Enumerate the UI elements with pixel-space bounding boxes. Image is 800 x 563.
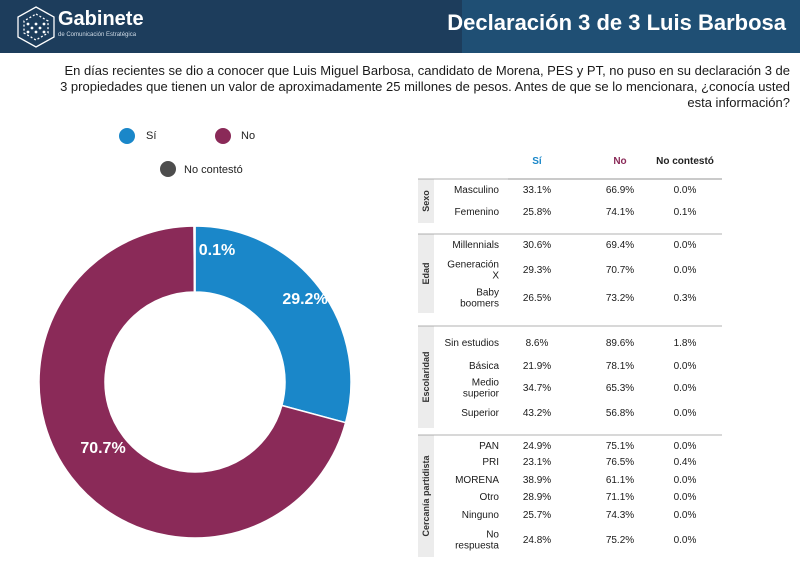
table-cell: 24.8% (523, 535, 551, 546)
table-cell: 0.4% (674, 457, 697, 468)
donut-slice-1 (194, 225, 352, 424)
table-row-label: Femenino (455, 207, 500, 218)
group-band (418, 435, 434, 557)
table-row-label: Básica (469, 361, 499, 372)
table-cell: 73.2% (606, 293, 634, 304)
table-row-label: PAN (479, 441, 499, 452)
legend-no-label: No (241, 130, 256, 142)
table-row-label: Medio (472, 378, 500, 389)
table-cell: 0.0% (674, 383, 697, 394)
logo-subtitle: de Comunicación Estratégica (58, 32, 137, 38)
table-cell: 0.0% (674, 240, 697, 251)
table-cell: 75.1% (606, 441, 634, 452)
donut-slice-3 (193, 225, 196, 293)
table-cell: 23.1% (523, 457, 551, 468)
page-title: Declaración 3 de 3 Luis Barbosa (447, 10, 786, 35)
table-cell: 76.5% (606, 457, 634, 468)
table-cell: 25.8% (523, 207, 551, 218)
table-cell: 0.0% (674, 441, 697, 452)
group-label: Cercanía partidista (421, 454, 431, 536)
table-cell: 0.0% (674, 492, 697, 503)
table-header-3: No contestó (656, 156, 714, 167)
table-cell: 70.7% (606, 265, 634, 276)
table-row-label: Generación (447, 260, 499, 271)
table-cell: 61.1% (606, 475, 634, 486)
donut-slice-2 (38, 225, 347, 539)
table-row-label: Masculino (454, 185, 499, 196)
crosstab-table: Sí No No contestó Sexo Masculino 33.1% 66.9% 0.… (418, 156, 722, 557)
table-cell: 0.0% (674, 408, 697, 419)
logo-name: Gabinete (58, 8, 144, 30)
table-cell: 74.3% (606, 510, 634, 521)
table-row-label: respuesta (455, 541, 499, 552)
table-cell: 56.8% (606, 408, 634, 419)
group-band (418, 234, 434, 313)
group-label: Edad (421, 262, 431, 284)
survey-question: En días recientes se dio a conocer que L… (60, 63, 790, 110)
table-row-label: Millennials (452, 240, 499, 251)
header-bar: Gabinete de Comunicación Estratégica Dec… (0, 0, 800, 53)
table-row-label: No (486, 530, 499, 541)
group-band (418, 326, 434, 428)
table-cell: 43.2% (523, 408, 551, 419)
donut-label-1: 29.2% (282, 291, 327, 308)
table-header-1: Sí (532, 156, 543, 167)
table-row-label: Sin estudios (445, 338, 499, 349)
table-cell: 21.9% (523, 361, 551, 372)
table-cell: 34.7% (523, 383, 551, 394)
table-row-label: Otro (480, 492, 500, 503)
table-cell: 78.1% (606, 361, 634, 372)
table-cell: 29.3% (523, 265, 551, 276)
table-cell: 33.1% (523, 185, 551, 196)
group-label: Escolaridad (421, 351, 431, 402)
table-row-label: MORENA (455, 475, 499, 486)
legend-no-swatch (215, 128, 231, 144)
table-header-2: No (613, 156, 626, 167)
table-cell: 24.9% (523, 441, 551, 452)
table-cell: 65.3% (606, 383, 634, 394)
table-cell: 26.5% (523, 293, 551, 304)
donut-chart: 29.2% 70.7% 0.1% (38, 225, 352, 539)
legend-nocontesto-label: No contestó (184, 164, 243, 176)
table-cell: 69.4% (606, 240, 634, 251)
group-label: Sexo (421, 190, 431, 212)
gabinete-logo-icon (17, 6, 55, 48)
table-cell: 0.0% (674, 475, 697, 486)
table-cell: 89.6% (606, 338, 634, 349)
table-row-label: PRI (482, 457, 499, 468)
table-cell: 25.7% (523, 510, 551, 521)
table-cell: 1.8% (674, 338, 697, 349)
table-row-label: X (492, 271, 499, 282)
table-cell: 0.0% (674, 185, 697, 196)
table-cell: 0.3% (674, 293, 697, 304)
table-cell: 0.0% (674, 535, 697, 546)
donut-label-3: 0.1% (199, 242, 235, 259)
group-band (418, 179, 434, 223)
donut-label-2: 70.7% (80, 440, 125, 457)
table-row-label: Ninguno (462, 510, 500, 521)
table-cell: 0.0% (674, 265, 697, 276)
table-cell: 28.9% (523, 492, 551, 503)
table-row-label: superior (463, 389, 500, 400)
legend-si-label: Sí (146, 130, 157, 142)
legend-nocontesto-swatch (160, 161, 176, 177)
table-cell: 0.0% (674, 361, 697, 372)
table-cell: 8.6% (526, 338, 549, 349)
table-cell: 38.9% (523, 475, 551, 486)
table-cell: 75.2% (606, 535, 634, 546)
table-row-label: Superior (461, 408, 499, 419)
table-cell: 74.1% (606, 207, 634, 218)
header-title-panel (462, 0, 800, 53)
legend-si-swatch (119, 128, 135, 144)
table-row-label: Baby (476, 288, 499, 299)
table-cell: 66.9% (606, 185, 634, 196)
table-cell: 0.1% (674, 207, 697, 218)
table-cell: 0.0% (674, 510, 697, 521)
table-row-label: boomers (460, 299, 499, 310)
table-cell: 71.1% (606, 492, 634, 503)
table-cell: 30.6% (523, 240, 551, 251)
